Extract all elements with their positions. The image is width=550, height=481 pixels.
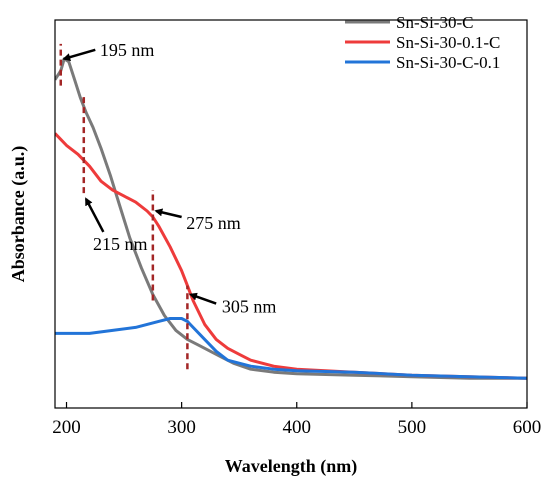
x-axis-title: Wavelength (nm) <box>225 456 358 477</box>
series-layer <box>55 57 527 380</box>
annotation-label-195-nm: 195 nm <box>100 40 155 60</box>
x-tick-layer: 200 300 400 500 600 <box>52 402 541 438</box>
y-axis-title: Absorbance (a.u.) <box>8 146 29 283</box>
annotation-arrow-195-nm <box>62 48 96 61</box>
annotation-arrow-305-nm <box>188 292 217 305</box>
legend-label-sn-si-30-0-1-c: Sn-Si-30-0.1-C <box>396 33 500 52</box>
annotation-layer: 195 nm 215 nm 275 nm 305 nm <box>59 40 277 370</box>
annotation-label-215-nm: 215 nm <box>93 234 148 254</box>
legend: Sn-Si-30-CSn-Si-30-0.1-CSn-Si-30-C-0.1 <box>345 13 500 72</box>
plot-frame <box>54 19 528 409</box>
x-tick-label: 200 <box>52 417 81 438</box>
x-tick-label: 500 <box>398 417 427 438</box>
series-line-sn-si-30-c-0-1 <box>55 317 527 380</box>
series-line-sn-si-30-0-1-c <box>55 132 527 380</box>
legend-label-sn-si-30-c-0-1: Sn-Si-30-C-0.1 <box>396 53 500 72</box>
x-tick-label: 300 <box>167 417 196 438</box>
series-line-sn-si-30-c <box>55 57 527 380</box>
x-tick-label: 600 <box>513 417 542 438</box>
annotation-arrow-215-nm <box>84 197 105 233</box>
annotation-arrow-275-nm <box>154 208 182 219</box>
annotation-label-275-nm: 275 nm <box>186 213 241 233</box>
legend-label-sn-si-30-c: Sn-Si-30-C <box>396 13 473 32</box>
x-tick-label: 400 <box>283 417 312 438</box>
annotation-label-305-nm: 305 nm <box>222 297 277 317</box>
